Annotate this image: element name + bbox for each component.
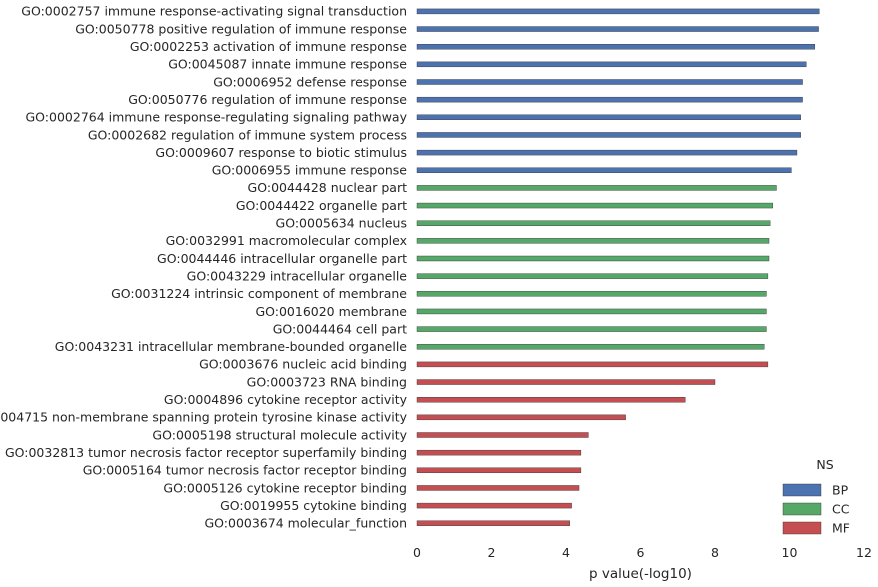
bar-20 [416,344,765,350]
legend-title: NS [816,457,833,472]
category-label-13: GO:0005634 nucleus [276,216,407,231]
bar-11 [416,185,777,191]
x-tick-label-4: 4 [562,545,570,560]
x-tick-label-10: 10 [782,545,798,560]
legend-label-mf: MF [832,521,850,536]
x-tick-label-6: 6 [637,545,645,560]
bar-25 [416,432,589,438]
x-axis-title: p value(-log10) [589,566,692,582]
bar-3 [416,44,816,50]
category-label-22: GO:0003723 RNA binding [247,374,407,389]
legend: NS BP CC MF [782,457,850,536]
category-label-10: GO:0006955 immune response [212,163,408,178]
legend-label-cc: CC [832,502,850,517]
category-label-8: GO:0002682 regulation of immune system p… [88,127,407,142]
category-label-12: GO:0044422 organelle part [236,198,407,213]
bar-5 [416,79,803,85]
bar-17 [416,291,767,297]
category-label-18: GO:0016020 membrane [255,304,407,319]
category-label-28: GO:0005126 cytokine receptor binding [163,480,407,495]
bar-27 [416,467,582,473]
bar-12 [416,202,773,209]
legend-label-bp: BP [832,483,849,498]
category-label-4: GO:0045087 innate immune response [168,57,407,72]
bar-19 [416,326,767,332]
bar-7 [416,114,801,121]
bar-16 [416,273,769,279]
bar-28 [416,485,580,491]
x-axis-ticks: 0 2 4 6 8 10 12 [413,545,872,560]
bars-group [416,8,820,526]
category-labels: GO:0002757 immune response-activating si… [0,4,408,531]
category-label-9: GO:0009607 response to biotic stimulus [155,145,407,160]
category-label-30: GO:0003674 molecular_function [204,516,407,531]
category-label-6: GO:0050776 regulation of immune response [128,92,407,107]
category-label-16: GO:0043229 intracellular organelle [187,268,408,283]
category-label-3: GO:0002253 activation of immune response [130,39,407,54]
category-label-1: GO:0002757 immune response-activating si… [21,4,407,19]
category-label-17: GO:0031224 intrinsic component of membra… [111,286,407,301]
bar-8 [416,132,801,138]
bar-26 [416,449,582,456]
legend-swatch-cc [782,502,822,516]
category-label-7: GO:0002764 immune response-regulating si… [25,110,407,125]
bar-2 [416,26,819,32]
legend-swatch-bp [782,483,822,497]
bar-24 [416,414,626,421]
bar-6 [416,96,803,103]
category-label-25: GO:0005198 structural molecule activity [152,427,407,442]
category-label-11: GO:0044428 nuclear part [248,180,408,195]
x-tick-label-8: 8 [711,545,719,560]
x-tick-label-2: 2 [488,545,496,560]
x-tick-label-12: 12 [856,545,872,560]
category-label-23: GO:0004896 cytokine receptor activity [164,392,408,407]
legend-swatch-mf [782,521,822,535]
bar-1 [416,8,820,15]
category-label-24: GO:0004715 non-membrane spanning protein… [0,410,408,425]
bar-22 [416,379,716,385]
bar-9 [416,149,798,156]
bar-18 [416,308,767,315]
bar-21 [416,361,769,368]
category-label-29: GO:0019955 cytokine binding [220,498,407,513]
category-label-15: GO:0044446 intracellular organelle part [157,251,407,266]
bar-23 [416,397,686,403]
x-tick-label-0: 0 [413,545,421,560]
category-label-27: GO:0005164 tumor necrosis factor recepto… [83,463,407,478]
category-label-5: GO:0006952 defense response [213,74,407,89]
bar-14 [416,238,770,244]
bar-29 [416,502,572,509]
category-label-2: GO:0050778 positive regulation of immune… [75,21,407,36]
category-label-21: GO:0003676 nucleic acid binding [199,357,407,372]
bar-15 [416,255,770,262]
bar-30 [416,520,570,526]
bar-10 [416,167,792,173]
bar-4 [416,61,807,68]
bar-13 [416,220,771,226]
category-label-20: GO:0043231 intracellular membrane-bounde… [55,339,408,354]
category-label-19: GO:0044464 cell part [273,321,407,336]
category-label-14: GO:0032991 macromolecular complex [166,233,407,248]
category-label-26: GO:0032813 tumor necrosis factor recepto… [5,445,407,460]
